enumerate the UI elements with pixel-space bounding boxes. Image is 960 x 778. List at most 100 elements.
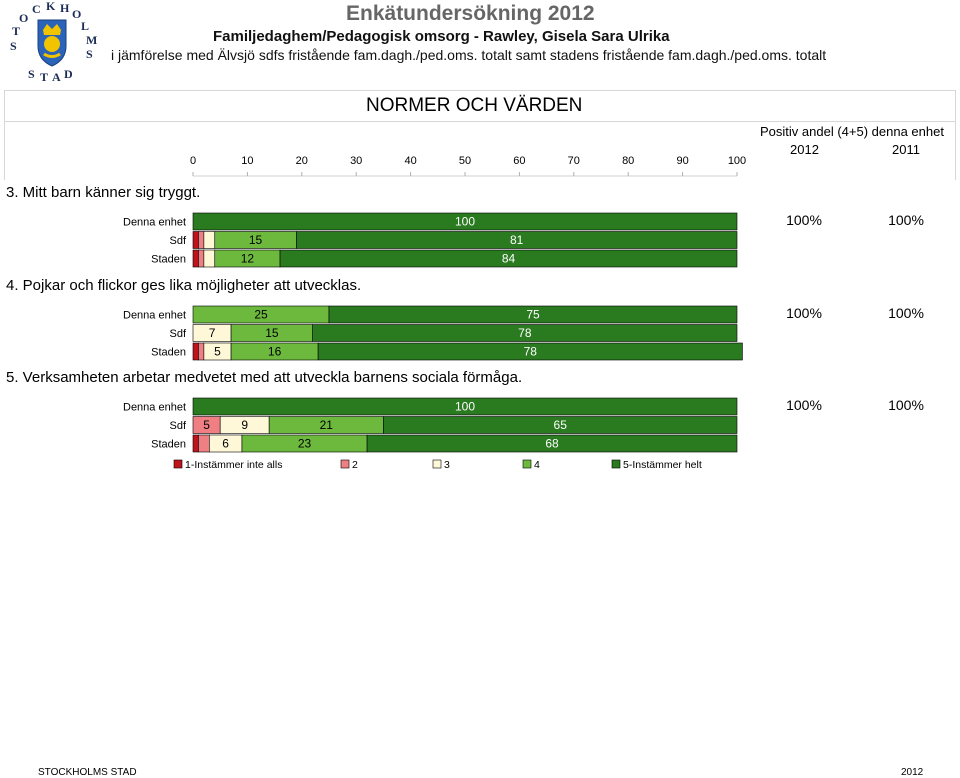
positive-share-heading: Positiv andel (4+5) denna enhet <box>760 124 944 139</box>
legend-swatch <box>340 459 350 469</box>
x-tick-label: 10 <box>241 155 253 167</box>
legend-swatch <box>173 459 183 469</box>
row-label: Denna enhet <box>123 217 186 229</box>
row-label: Staden <box>151 439 186 451</box>
bar-value-label: 81 <box>510 233 524 247</box>
positive-share-2012: 100% <box>786 397 822 413</box>
row-label: Sdf <box>169 420 186 432</box>
bar-value-label: 84 <box>502 252 516 266</box>
bar-segment <box>328 305 738 324</box>
svg-text:K: K <box>46 2 56 13</box>
bar-segment <box>192 231 199 249</box>
positive-share-2011: 100% <box>888 397 924 413</box>
positive-share-2011: 100% <box>888 212 924 228</box>
bar-segment <box>317 342 743 361</box>
positive-share-2012: 100% <box>786 212 822 228</box>
bar-value-label: 100 <box>455 400 475 414</box>
bar-segment <box>279 249 738 268</box>
bar-value-label: 65 <box>554 418 568 432</box>
bar-value-label: 12 <box>241 252 255 266</box>
x-tick-label: 80 <box>622 155 634 167</box>
svg-text:C: C <box>32 2 41 16</box>
bar-segment <box>203 231 216 249</box>
bar-segment <box>192 249 199 268</box>
row-label: Denna enhet <box>123 402 186 414</box>
legend-swatch <box>522 459 532 469</box>
positive-share-2011: 100% <box>888 305 924 321</box>
svg-text:D: D <box>64 67 73 81</box>
svg-text:S: S <box>28 67 35 81</box>
year-current: 2012 <box>790 142 819 157</box>
question-title: 4. Pojkar och flickor ges lika möjlighet… <box>6 277 361 294</box>
unit-name: Familjedaghem/Pedagogisk omsorg - Rawley… <box>213 28 670 45</box>
svg-text:S: S <box>86 47 93 61</box>
section-title: NORMER OCH VÄRDEN <box>366 95 583 116</box>
row-label: Sdf <box>169 328 186 340</box>
question-title: 5. Verksamheten arbetar medvetet med att… <box>6 369 522 386</box>
bar-value-label: 21 <box>320 418 334 432</box>
bar-segment <box>198 342 205 361</box>
bar-value-label: 68 <box>545 437 559 451</box>
legend-label: 4 <box>534 459 540 471</box>
row-label: Denna enhet <box>123 310 186 322</box>
bar-value-label: 15 <box>249 233 263 247</box>
bar-value-label: 16 <box>268 345 282 359</box>
bar-segment <box>366 434 738 453</box>
frame-top-line <box>4 90 956 91</box>
bar-value-label: 78 <box>518 326 532 340</box>
question-title: 3. Mitt barn känner sig tryggt. <box>6 184 200 201</box>
row-label: Sdf <box>169 235 186 247</box>
legend-label: 3 <box>444 459 450 471</box>
svg-text:O: O <box>19 11 28 25</box>
bar-segment <box>192 342 199 361</box>
bar-segment <box>198 249 205 268</box>
frame-left-line <box>4 90 5 180</box>
x-tick-label: 60 <box>513 155 525 167</box>
bar-segment <box>383 416 738 434</box>
bar-segment <box>192 434 199 453</box>
bar-segment <box>312 324 738 342</box>
svg-text:L: L <box>81 19 89 33</box>
legend-label: 5-Instämmer helt <box>623 459 702 471</box>
frame-right-line <box>955 90 956 180</box>
x-tick-label: 90 <box>676 155 688 167</box>
bar-value-label: 7 <box>209 326 216 340</box>
svg-text:O: O <box>72 7 81 21</box>
bar-value-label: 15 <box>265 326 279 340</box>
svg-text:H: H <box>60 2 70 15</box>
bar-value-label: 78 <box>524 345 538 359</box>
svg-text:T: T <box>40 70 48 82</box>
x-tick-label: 70 <box>568 155 580 167</box>
svg-text:T: T <box>12 24 20 38</box>
x-tick-label: 40 <box>404 155 416 167</box>
year-previous: 2011 <box>892 142 920 157</box>
report-title: Enkätundersökning 2012 <box>346 2 595 25</box>
bar-segment <box>192 212 738 231</box>
x-tick-label: 0 <box>190 155 196 167</box>
bar-value-label: 6 <box>222 437 229 451</box>
footer-year: 2012 <box>901 767 924 778</box>
row-label: Staden <box>151 254 186 266</box>
bar-value-label: 5 <box>214 345 221 359</box>
x-tick-label: 50 <box>459 155 471 167</box>
bar-value-label: 9 <box>241 418 248 432</box>
footer-left: STOCKHOLMS STAD <box>38 767 137 778</box>
bar-value-label: 25 <box>254 308 268 322</box>
x-tick-label: 30 <box>350 155 362 167</box>
comparison-text: i jämförelse med Älvsjö sdfs fristående … <box>111 47 827 63</box>
x-tick-label: 20 <box>296 155 308 167</box>
svg-text:M: M <box>86 33 97 47</box>
bar-value-label: 5 <box>203 418 210 432</box>
legend-swatch <box>432 459 442 469</box>
bar-value-label: 75 <box>526 308 540 322</box>
frame-title-line <box>4 121 956 122</box>
svg-text:S: S <box>10 39 17 53</box>
bar-segment <box>192 397 738 416</box>
bar-value-label: 23 <box>298 437 312 451</box>
bar-segment <box>198 231 205 249</box>
row-label: Staden <box>151 347 186 359</box>
legend-label: 2 <box>352 459 358 471</box>
legend-swatch <box>611 459 621 469</box>
